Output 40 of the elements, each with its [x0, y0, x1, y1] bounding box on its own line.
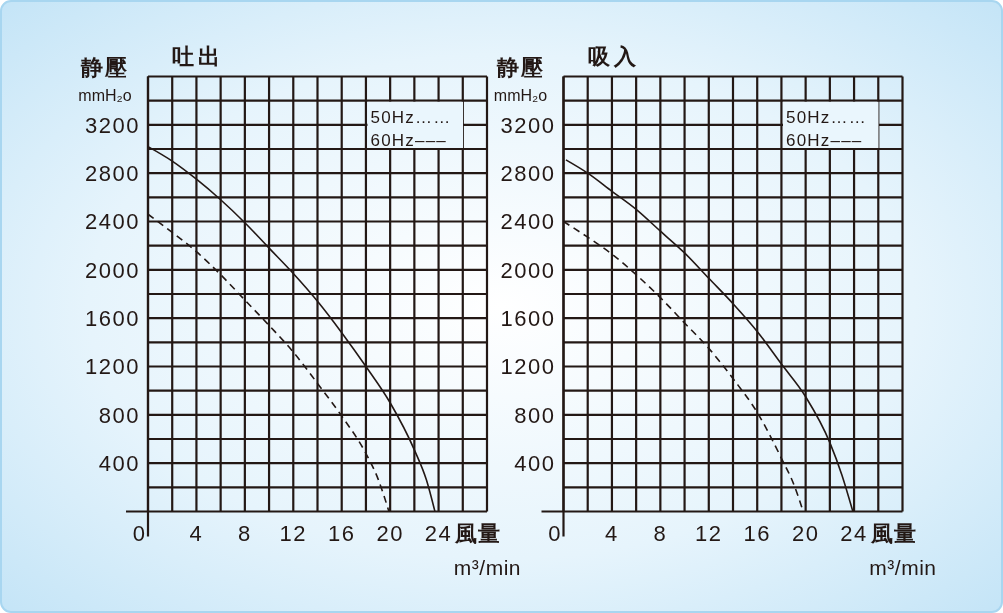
y-tick-label: 800 [514, 402, 556, 428]
y-tick-label: 2000 [500, 257, 556, 283]
y-tick-label: 2000 [85, 257, 140, 283]
x-axis-title: 風量 m³/min [453, 521, 521, 579]
x-tick-label: 4 [605, 521, 619, 546]
y-tick-label: 2400 [500, 209, 556, 235]
x-tick-label: 24 [424, 521, 453, 546]
y-tick-label: 1200 [500, 354, 556, 380]
y-tick-label: 2800 [500, 161, 556, 187]
x-tick-label: 16 [743, 521, 771, 546]
y-tick-label: 1600 [500, 306, 556, 332]
x-tick-label: 20 [791, 521, 820, 546]
annotation: 50Hz…… [786, 107, 867, 127]
y-axis-title: 静壓 mmH₂o [78, 54, 132, 104]
y-tick-label: 3200 [85, 112, 140, 138]
x-axis-title: 風量 m³/min [869, 521, 937, 579]
y-tick-label: 800 [98, 402, 140, 428]
x-tick-label: 0 [132, 521, 147, 546]
chart-title: 吐出 [172, 43, 224, 69]
y-tick-label: 1600 [85, 306, 140, 332]
y-tick-label: 400 [98, 451, 140, 477]
y-axis-title: 静壓 mmH₂o [493, 54, 548, 104]
y-tick-label: 2800 [85, 161, 140, 187]
x-tick-label: 0 [548, 521, 562, 546]
chart-title: 吸入 [587, 43, 640, 69]
y-tick-label: 2400 [85, 209, 140, 235]
x-tick-label: 4 [189, 521, 204, 546]
annotation: 50Hz…… [370, 107, 452, 127]
x-tick-label: 24 [840, 521, 868, 546]
y-tick-label: 3200 [500, 112, 556, 138]
x-tick-label: 8 [653, 521, 668, 546]
y-tick-label: 400 [514, 451, 556, 477]
x-tick-label: 12 [279, 521, 308, 546]
annotation: 60Hz––– [786, 130, 863, 150]
x-tick-label: 12 [695, 521, 723, 546]
y-tick-label: 1200 [85, 354, 140, 380]
annotation: 60Hz––– [370, 130, 447, 150]
x-tick-label: 8 [237, 521, 252, 546]
x-tick-label: 20 [376, 521, 404, 546]
x-tick-label: 16 [327, 521, 356, 546]
